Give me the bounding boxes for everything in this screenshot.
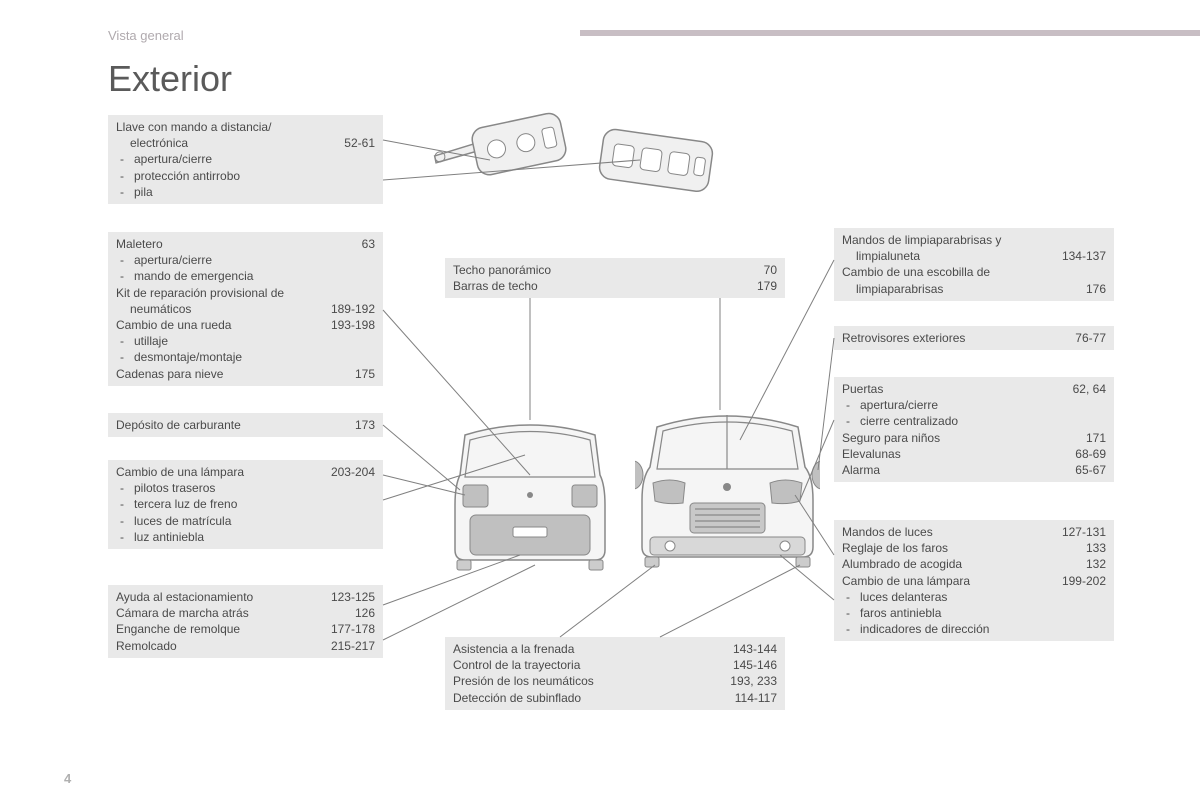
box-lights: Mandos de luces127-131 Reglaje de los fa…	[834, 520, 1114, 641]
page-number: 4	[64, 771, 71, 786]
box-roof: Techo panorámico70 Barras de techo179	[445, 258, 785, 298]
key-illustration	[430, 110, 740, 220]
box-trunk-wheels: Maletero63 apertura/cierre mando de emer…	[108, 232, 383, 386]
box-remote-key: Llave con mando a distancia/ electrónica…	[108, 115, 383, 204]
box-parking-tow: Ayuda al estacionamiento123-125 Cámara d…	[108, 585, 383, 658]
car-rear-illustration	[445, 415, 615, 575]
breadcrumb: Vista general	[108, 28, 184, 43]
box-doors: Puertas62, 64 apertura/cierre cierre cen…	[834, 377, 1114, 482]
box-lamp-change: Cambio de una lámpara203-204 pilotos tra…	[108, 460, 383, 549]
car-front-illustration	[635, 405, 820, 575]
header-accent-bar	[580, 30, 1200, 36]
box-brakes-tires: Asistencia a la frenada143-144 Control d…	[445, 637, 785, 710]
box-mirrors: Retrovisores exteriores76-77	[834, 326, 1114, 350]
box-fuel: Depósito de carburante173	[108, 413, 383, 437]
page-title: Exterior	[108, 58, 232, 100]
box-wipers: Mandos de limpiaparabrisas y limpialunet…	[834, 228, 1114, 301]
